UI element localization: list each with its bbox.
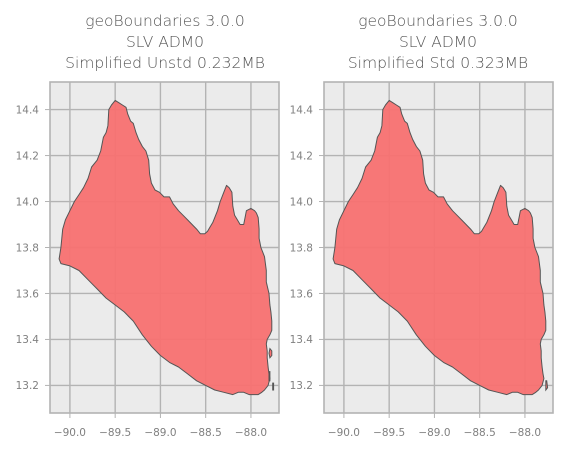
right-chart-title-line-3: Simplified Std 0.323MB — [347, 54, 529, 72]
left-y-tick-label-0: 13.2 — [16, 380, 39, 392]
left-y-tick-label-4: 14.0 — [16, 196, 39, 208]
left-island-1 — [268, 371, 271, 382]
right-chart-title-line-1: geoBoundaries 3.0.0 — [358, 12, 518, 30]
left-y-tick-label-6: 14.4 — [16, 104, 40, 116]
left-x-tick-label-2: −89.0 — [144, 427, 176, 439]
right-chart-title-line-2: SLV ADM0 — [398, 33, 478, 51]
left-chart-title-line-3: Simplified Unstd 0.232MB — [65, 54, 265, 72]
left-x-tick-label-1: −89.5 — [99, 427, 131, 439]
left-y-tick-label-1: 13.4 — [16, 334, 40, 346]
left-x-tick-label-4: −88.0 — [235, 427, 267, 439]
left-x-tick-label-0: −90.0 — [54, 427, 86, 439]
left-chart-title-line-1: geoBoundaries 3.0.0 — [85, 12, 245, 30]
left-country-boundary — [58, 99, 273, 396]
left-chart-title: geoBoundaries 3.0.0 SLV ADM0 Simplified … — [35, 11, 295, 74]
left-x-tick-label-3: −88.5 — [190, 427, 222, 439]
left-island-2 — [272, 382, 275, 391]
left-chart-title-line-2: SLV ADM0 — [125, 33, 205, 51]
left-island-0 — [268, 347, 273, 359]
left-y-tick-label-2: 13.6 — [16, 288, 40, 300]
left-y-tick-label-3: 13.8 — [16, 242, 39, 254]
left-y-tick-label-5: 14.2 — [16, 150, 39, 162]
right-chart-title: geoBoundaries 3.0.0 SLV ADM0 Simplified … — [308, 11, 566, 74]
